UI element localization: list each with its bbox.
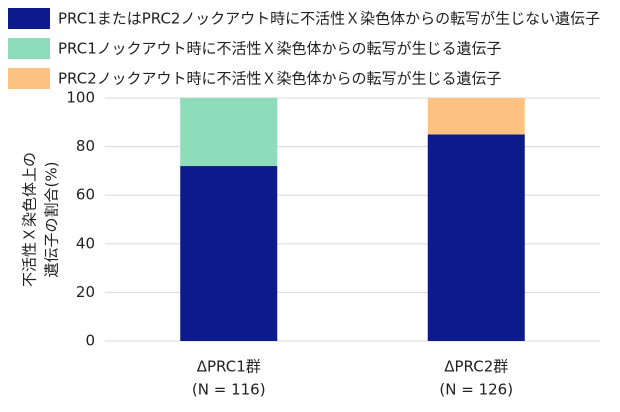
y-axis-label: 不活性Ｘ染色体上の 遺伝子の割合(%) [21,152,61,287]
y-tick-label: 100 [66,89,95,107]
legend-swatch [8,8,50,29]
y-tick-label: 0 [85,332,95,350]
x-tick-label: (N = 126) [439,381,513,399]
x-tick-label: (N = 116) [192,381,266,399]
y-tick-label: 60 [76,186,95,204]
y-axis-label-line: 遺伝子の割合(%) [43,162,61,278]
legend-swatch [8,68,50,89]
bar-segment [180,166,278,341]
bar-segment [180,98,278,167]
bar-segment [427,98,525,135]
x-tick-label: ΔPRC1群 [197,358,261,376]
x-tick-label: ΔPRC2群 [444,358,508,376]
legend-label: PRC1またはPRC2ノックアウト時に不活性Ｘ染色体からの転写が生じない遺伝子 [58,10,600,28]
y-tick-label: 80 [76,137,95,155]
y-axis-label-line: 不活性Ｘ染色体上の [21,152,39,287]
y-tick-label: 20 [76,283,95,301]
y-tick-label: 40 [76,234,95,252]
legend-label: PRC2ノックアウト時に不活性Ｘ染色体からの転写が生じる遺伝子 [58,70,501,88]
legend-label: PRC1ノックアウト時に不活性Ｘ染色体からの転写が生じる遺伝子 [58,40,501,58]
bar-segment [427,134,525,341]
legend-swatch [8,38,50,59]
